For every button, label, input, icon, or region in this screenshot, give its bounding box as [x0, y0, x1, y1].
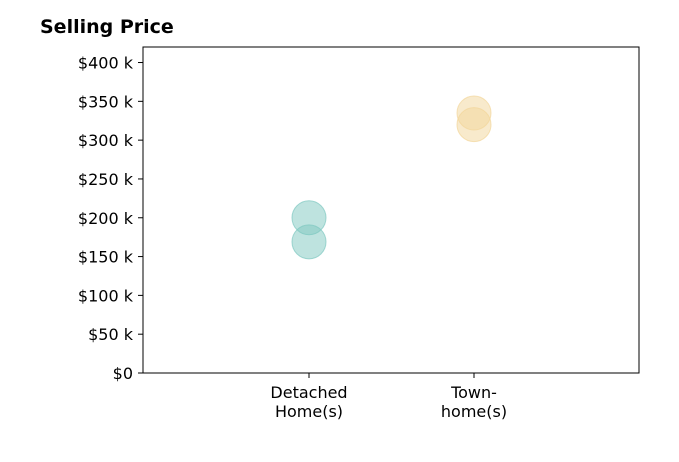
data-point: [456, 107, 492, 143]
y-tick-label: $200 k: [78, 209, 134, 228]
x-tick-label: Detached Home(s): [270, 383, 347, 421]
x-tick-label: Town-home(s): [441, 383, 507, 421]
y-tick-label: $300 k: [78, 131, 134, 150]
y-tick-label: $400 k: [78, 54, 134, 73]
y-tick-label: $250 k: [78, 170, 134, 189]
data-point: [291, 224, 327, 260]
plot-area-frame: [142, 46, 640, 374]
y-tick-label: $0: [113, 364, 133, 383]
chart-title: Selling Price: [40, 16, 174, 38]
y-tick-label: $100 k: [78, 286, 134, 305]
y-tick-label: $50 k: [88, 325, 134, 344]
y-tick-label: $350 k: [78, 92, 134, 111]
y-tick-label: $150 k: [78, 248, 134, 267]
